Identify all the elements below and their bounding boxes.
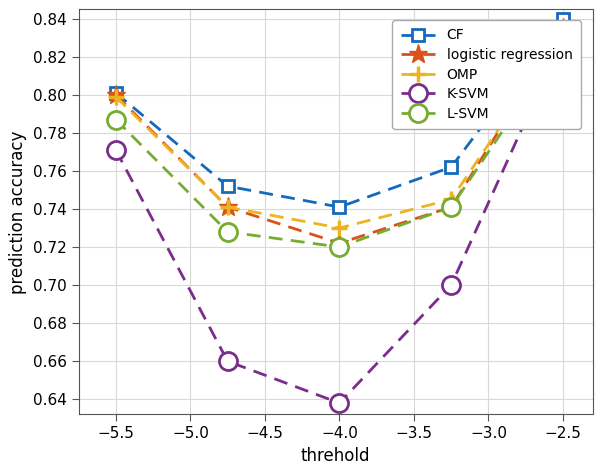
X-axis label: threhold: threhold <box>301 447 370 465</box>
Y-axis label: prediction accuracy: prediction accuracy <box>9 130 27 293</box>
Legend: CF, logistic regression, OMP, K-SVM, L-SVM: CF, logistic regression, OMP, K-SVM, L-S… <box>393 20 581 129</box>
